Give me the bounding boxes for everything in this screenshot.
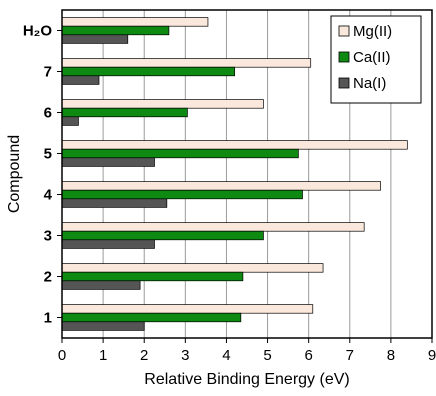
x-tick-label: 4 bbox=[222, 347, 230, 364]
bar-na-i-5 bbox=[61, 116, 79, 126]
legend-swatch bbox=[338, 25, 350, 37]
category-label: 6 bbox=[44, 105, 52, 122]
bar-ca-ii-6 bbox=[61, 66, 236, 77]
bar-ca-ii-1 bbox=[61, 271, 244, 282]
category-label: 4 bbox=[44, 187, 53, 204]
bar-mg-ii-0 bbox=[61, 304, 314, 314]
legend-swatch bbox=[338, 77, 350, 89]
x-tick-label: 0 bbox=[58, 347, 66, 364]
x-tick-label: 6 bbox=[304, 347, 312, 364]
x-axis-title: Relative Binding Energy (eV) bbox=[144, 371, 349, 388]
bar-ca-ii-3 bbox=[61, 189, 303, 200]
y-axis-title: Compound bbox=[6, 135, 23, 213]
category-label: 5 bbox=[44, 146, 52, 163]
category-label: 1 bbox=[44, 310, 52, 327]
x-tick-label: 3 bbox=[181, 347, 189, 364]
bar-na-i-6 bbox=[61, 75, 100, 85]
bar-mg-ii-2 bbox=[61, 222, 365, 232]
bar-mg-ii-5 bbox=[61, 99, 264, 109]
legend-label: Na(I) bbox=[353, 75, 386, 92]
bar-mg-ii-4 bbox=[61, 140, 408, 150]
legend-label: Mg(II) bbox=[353, 23, 392, 40]
bar-ca-ii-4 bbox=[61, 148, 299, 159]
bar-ca-ii-2 bbox=[61, 230, 264, 241]
bar-ca-ii-7 bbox=[61, 25, 170, 36]
legend-swatch bbox=[338, 51, 350, 63]
bar-ca-ii-0 bbox=[61, 312, 242, 323]
category-label: 2 bbox=[44, 269, 52, 286]
bar-na-i-1 bbox=[61, 280, 141, 290]
bar-mg-ii-6 bbox=[61, 58, 312, 68]
x-tick-label: 9 bbox=[428, 347, 436, 364]
x-tick-label: 1 bbox=[99, 347, 107, 364]
legend: Mg(II) Ca(II) Na(I) bbox=[330, 15, 422, 104]
bar-ca-ii-5 bbox=[61, 107, 188, 118]
category-label: 3 bbox=[44, 228, 52, 245]
legend-label: Ca(II) bbox=[353, 49, 391, 66]
x-axis-ticks: 0 1 2 3 4 5 6 7 8 9 bbox=[58, 338, 436, 364]
x-tick-label: 5 bbox=[263, 347, 271, 364]
plot-area-frame bbox=[61, 9, 433, 339]
bar-mg-ii-1 bbox=[61, 263, 324, 273]
x-tick-label: 8 bbox=[387, 347, 395, 364]
x-tick-label: 7 bbox=[346, 347, 354, 364]
bar-na-i-0 bbox=[61, 321, 145, 331]
bar-na-i-2 bbox=[61, 239, 155, 249]
bars bbox=[61, 17, 408, 331]
bar-na-i-7 bbox=[61, 34, 129, 44]
bar-mg-ii-7 bbox=[61, 17, 209, 27]
bar-mg-ii-3 bbox=[61, 181, 381, 191]
x-tick-label: 2 bbox=[140, 347, 148, 364]
bar-na-i-3 bbox=[61, 198, 168, 208]
y-axis-categories: 1 2 3 4 5 6 7 H₂O bbox=[23, 23, 62, 327]
bar-na-i-4 bbox=[61, 157, 155, 167]
category-label: 7 bbox=[44, 64, 52, 81]
category-label: H₂O bbox=[23, 23, 52, 40]
